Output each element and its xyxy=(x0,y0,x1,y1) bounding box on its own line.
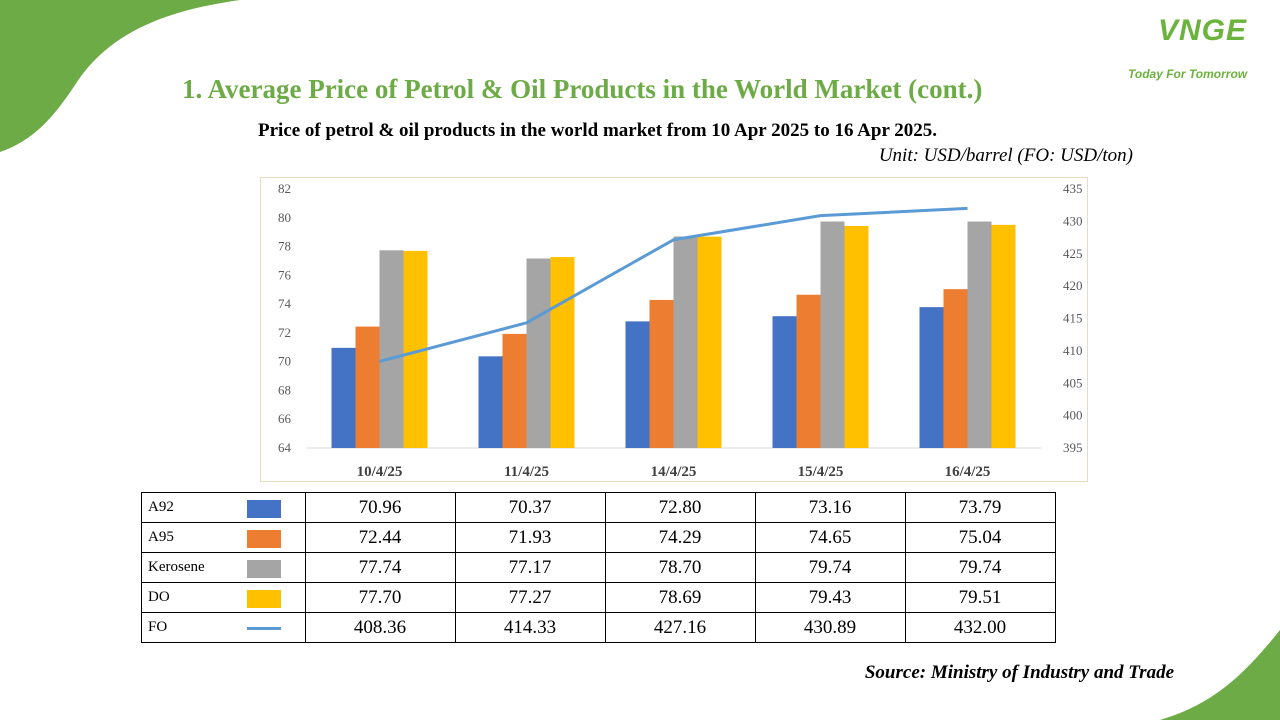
legend-key-cell xyxy=(246,492,306,523)
bar-a95 xyxy=(796,294,821,448)
table-cell: 70.96 xyxy=(304,492,456,523)
bar-a92 xyxy=(625,321,650,448)
table-cell: 75.04 xyxy=(904,522,1056,553)
y-right-tick-label: 395 xyxy=(1063,440,1083,455)
x-tick-label: 10/4/25 xyxy=(357,464,403,480)
bar-do xyxy=(844,225,869,448)
bar-kerosene xyxy=(379,250,404,448)
table-cell: 73.79 xyxy=(904,492,1056,523)
unit-label: Unit: USD/barrel (FO: USD/ton) xyxy=(878,145,1133,166)
bottom-right-green-swoosh xyxy=(1160,630,1280,720)
company-logo: VNGE Today For Tomorrow xyxy=(1120,12,1270,92)
bar-a95 xyxy=(943,289,968,448)
table-row: FO 408.36 414.33 427.16 430.89 432.00 xyxy=(141,612,1056,643)
table-cell: 77.74 xyxy=(304,552,456,583)
y-left-tick-label: 70 xyxy=(278,354,291,369)
chart-subtitle: Price of petrol & oil products in the wo… xyxy=(258,120,938,141)
legend-key-cell xyxy=(246,612,306,643)
table-cell: 70.37 xyxy=(454,492,606,523)
y-left-tick-label: 68 xyxy=(278,382,291,397)
combo-chart: 64 66 68 70 72 74 76 78 80 82 395 400 405 410 415 420 42… xyxy=(278,181,1083,480)
bar-a92 xyxy=(331,347,356,448)
y-right-tick-label: 410 xyxy=(1063,343,1083,358)
legend-key-cell xyxy=(246,522,306,553)
source-note: Source: Ministry of Industry and Trade xyxy=(864,662,1174,683)
table-cell: 77.70 xyxy=(304,582,456,613)
series-line-fo xyxy=(379,206,968,363)
series-name: FO xyxy=(141,612,305,643)
bar-a95 xyxy=(502,333,527,448)
table-cell: 79.51 xyxy=(904,582,1056,613)
legend-color-swatch xyxy=(246,590,281,608)
y-left-tick-label: 64 xyxy=(278,440,292,455)
y-left-tick-label: 76 xyxy=(278,267,292,282)
y-right-tick-label: 420 xyxy=(1063,278,1083,293)
y-right-tick-label: 425 xyxy=(1063,246,1083,261)
bar-kerosene xyxy=(526,258,551,448)
bar-a92 xyxy=(478,356,503,448)
y-right-tick-label: 435 xyxy=(1063,181,1083,196)
bar-kerosene xyxy=(967,221,992,448)
y-right-tick-label: 430 xyxy=(1063,213,1083,228)
table-cell: 74.29 xyxy=(604,522,756,553)
legend-key-cell xyxy=(246,582,306,613)
legend-line-key xyxy=(246,627,281,630)
table-cell: 427.16 xyxy=(604,612,756,643)
table-cell: 71.93 xyxy=(454,522,606,553)
y-left-tick-label: 74 xyxy=(278,296,292,311)
bar-a95 xyxy=(649,299,674,448)
bar-a95 xyxy=(355,326,380,448)
bar-kerosene xyxy=(820,221,845,448)
y-left-tick-label: 82 xyxy=(278,181,291,196)
x-tick-label: 16/4/25 xyxy=(945,464,991,480)
table-row: Kerosene 77.74 77.17 78.70 79.74 79.74 xyxy=(141,552,1056,583)
legend-color-swatch xyxy=(246,530,281,548)
x-tick-label: 15/4/25 xyxy=(798,464,844,480)
table-row: DO 77.70 77.27 78.69 79.43 79.51 xyxy=(141,582,1056,613)
table-cell: 79.43 xyxy=(754,582,906,613)
table-cell: 74.65 xyxy=(754,522,906,553)
bar-a92 xyxy=(919,307,944,448)
table-cell: 77.17 xyxy=(454,552,606,583)
top-left-green-swoosh xyxy=(0,0,240,152)
bar-a92 xyxy=(772,316,797,448)
table-row: A92 70.96 70.37 72.80 73.16 73.79 xyxy=(141,492,1056,523)
page-title: 1. Average Price of Petrol & Oil Product… xyxy=(182,74,983,104)
bar-do xyxy=(550,257,575,448)
table-cell: 79.74 xyxy=(754,552,906,583)
table-row: A95 72.44 71.93 74.29 74.65 75.04 xyxy=(141,522,1056,553)
table-cell: 72.44 xyxy=(304,522,456,553)
table-cell: 73.16 xyxy=(754,492,906,523)
logo-mark: VNGE xyxy=(1158,14,1248,47)
logo-tagline: Today For Tomorrow xyxy=(1128,67,1248,81)
x-tick-label: 14/4/25 xyxy=(651,464,697,480)
table-cell: 432.00 xyxy=(904,612,1056,643)
table-cell: 78.69 xyxy=(604,582,756,613)
table-cell: 79.74 xyxy=(904,552,1056,583)
bar-kerosene xyxy=(673,236,698,448)
table-cell: 408.36 xyxy=(304,612,456,643)
table-cell: 430.89 xyxy=(754,612,906,643)
table-cell: 414.33 xyxy=(454,612,606,643)
legend-color-swatch xyxy=(246,500,281,518)
y-right-tick-label: 415 xyxy=(1063,311,1083,326)
y-left-tick-label: 78 xyxy=(278,239,291,254)
y-right-tick-label: 400 xyxy=(1063,408,1083,423)
legend-color-swatch xyxy=(246,560,281,578)
legend-key-cell xyxy=(246,552,306,583)
table-cell: 72.80 xyxy=(604,492,756,523)
data-table: A92 70.96 70.37 72.80 73.16 73.79 A95 72.44 71.9… xyxy=(141,492,1056,643)
y-left-tick-label: 80 xyxy=(278,210,291,225)
bar-do xyxy=(697,236,722,448)
chart-area: 64 66 68 70 72 74 76 78 80 82 395 400 405 410 415 420 42… xyxy=(260,177,1088,482)
y-left-tick-label: 66 xyxy=(278,411,292,426)
table-cell: 78.70 xyxy=(604,552,756,583)
table-cell: 77.27 xyxy=(454,582,606,613)
y-right-tick-label: 405 xyxy=(1063,375,1083,390)
x-tick-label: 11/4/25 xyxy=(504,464,549,480)
bar-do xyxy=(991,224,1016,448)
y-left-tick-label: 72 xyxy=(278,325,291,340)
